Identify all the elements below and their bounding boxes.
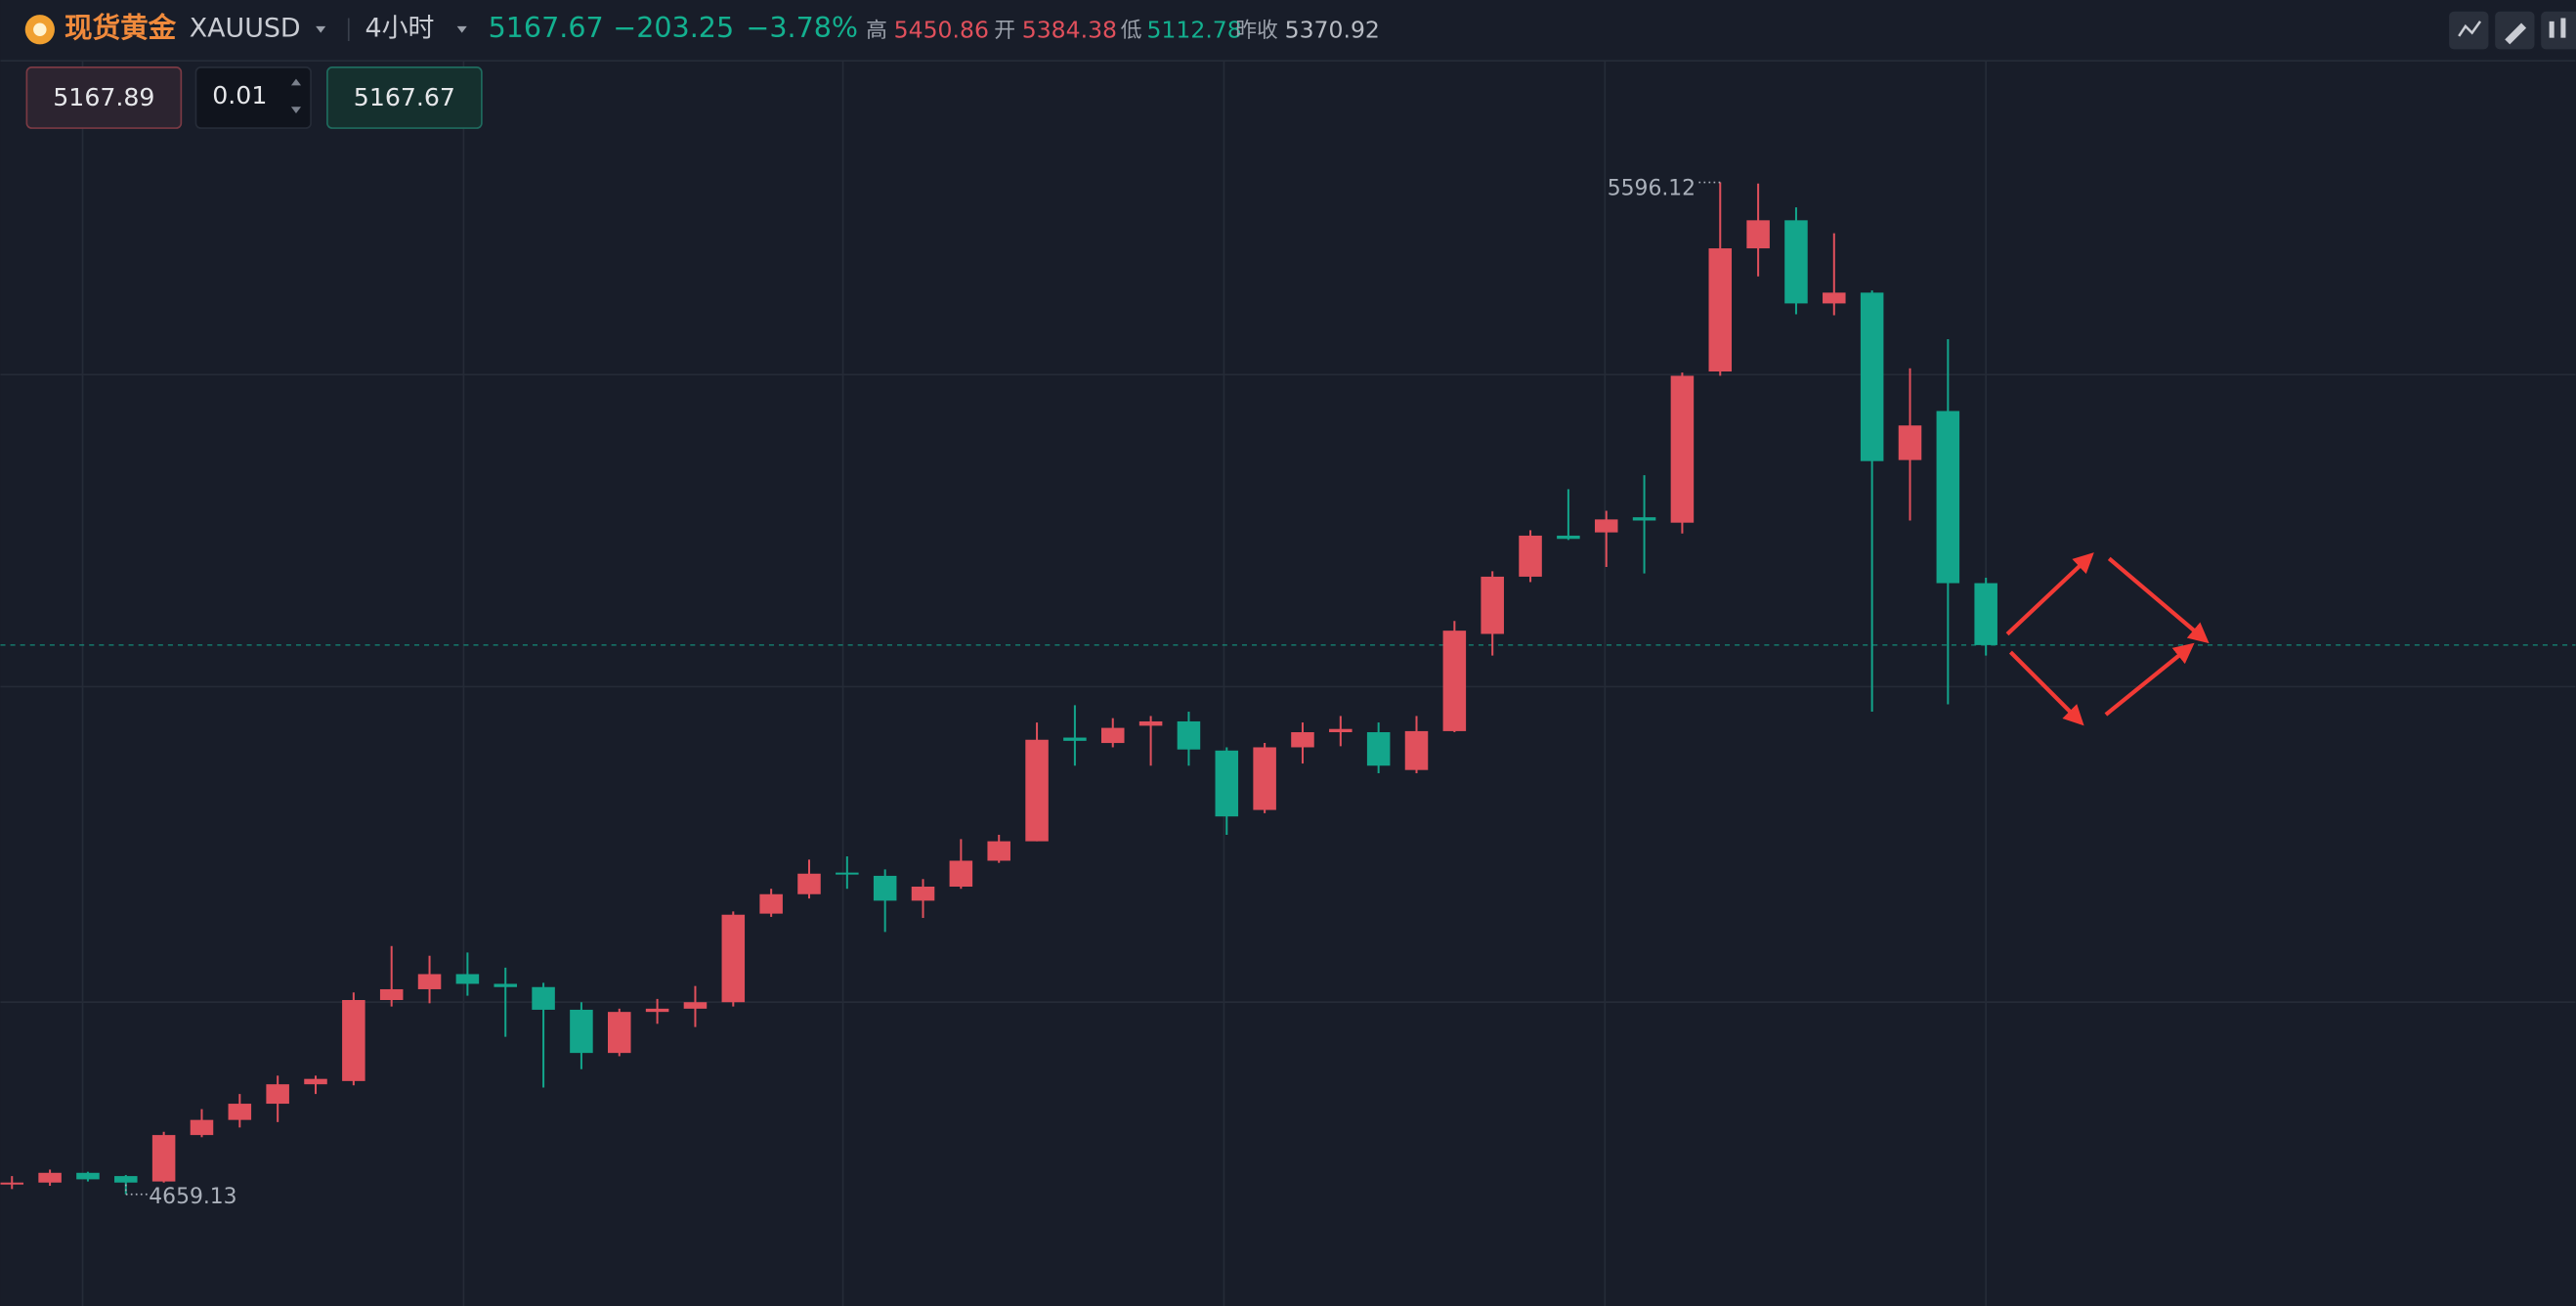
- candle-body: [1291, 732, 1314, 748]
- candle-body: [949, 860, 973, 888]
- candle-body: [1557, 535, 1580, 540]
- low-leader: [124, 1184, 148, 1196]
- buy-button[interactable]: [326, 66, 483, 129]
- candle-body: [1177, 720, 1201, 750]
- candle-body: [1404, 730, 1429, 770]
- price-change-pct: −3.78%: [746, 11, 858, 44]
- candle-body: [1860, 292, 1884, 461]
- candle-body: [114, 1176, 138, 1183]
- arrow: [2008, 650, 2084, 726]
- sell-price[interactable]: 5167.89: [53, 83, 154, 111]
- grid: [0, 61, 2576, 1306]
- candle-body: [836, 872, 859, 875]
- candle-body: [608, 1012, 631, 1054]
- candle-body: [1366, 732, 1391, 766]
- candle-body: [190, 1119, 214, 1136]
- candle-body: [1632, 517, 1656, 521]
- high-label: 5596.12: [1608, 176, 1696, 200]
- quantity-value[interactable]: 0.01: [212, 81, 267, 109]
- candle-body: [1594, 519, 1618, 533]
- candle-body: [1025, 739, 1049, 842]
- open-value: 5384.38: [1022, 16, 1117, 43]
- arrow: [2107, 556, 2210, 644]
- buy-price[interactable]: 5167.67: [354, 83, 455, 111]
- candle-body: [1481, 576, 1504, 634]
- candles: 5596.12 4659.13: [0, 176, 2576, 1209]
- symbol-name[interactable]: 现货黄金: [64, 11, 177, 44]
- candle-body: [911, 887, 935, 901]
- dropdown-caret[interactable]: [316, 25, 326, 33]
- high-label: 高: [866, 19, 887, 43]
- candle-body: [1100, 727, 1125, 744]
- arrow: [2005, 552, 2094, 636]
- candle-body: [494, 983, 517, 987]
- low-label: 低: [1121, 19, 1142, 43]
- candle-body: [1253, 747, 1276, 810]
- symbol-code[interactable]: XAUUSD: [190, 14, 301, 44]
- low-label: 4659.13: [149, 1185, 236, 1209]
- candle-body: [873, 875, 897, 901]
- candle-body: [1823, 292, 1846, 304]
- candle-body: [228, 1104, 252, 1120]
- candle-body: [1708, 248, 1733, 372]
- candle-body: [455, 974, 480, 984]
- candle-body: [721, 914, 746, 1003]
- prev-close-label: 昨收: [1235, 19, 1278, 43]
- candle-body: [645, 1008, 669, 1013]
- chart-type-icon[interactable]: [2560, 18, 2566, 38]
- candle-body: [151, 1135, 176, 1182]
- candle-body: [1138, 720, 1163, 726]
- candle-body: [342, 1000, 365, 1081]
- annotation-arrows: [2005, 552, 2210, 726]
- draw-icon[interactable]: [2505, 22, 2527, 45]
- chart-type-icon[interactable]: [2549, 21, 2555, 38]
- candle-body: [1936, 411, 1960, 584]
- candle-body: [1519, 535, 1542, 577]
- symbol-icon-inner: [33, 22, 47, 36]
- candle-body: [1670, 375, 1695, 523]
- candle-body: [1898, 425, 1922, 460]
- candle-body: [76, 1172, 100, 1180]
- chart-type-button[interactable]: [2541, 11, 2576, 50]
- candle-body: [379, 988, 404, 1001]
- interval[interactable]: 4小时: [365, 14, 435, 44]
- candle-body: [1746, 220, 1770, 249]
- open-label: 开: [994, 19, 1015, 43]
- candle-body: [1974, 583, 1997, 645]
- candle-body: [759, 893, 783, 914]
- candle-body: [0, 1182, 24, 1185]
- prev-close-value: 5370.92: [1285, 16, 1380, 43]
- candle-body: [266, 1084, 289, 1105]
- candle-body: [570, 1009, 593, 1054]
- candle-body: [417, 974, 442, 989]
- sell-button[interactable]: [25, 66, 183, 129]
- candle-body: [1442, 631, 1467, 731]
- candle-body: [532, 986, 555, 1010]
- quantity-input[interactable]: [194, 66, 312, 129]
- high-value: 5450.86: [894, 16, 989, 43]
- candle-body: [683, 1002, 708, 1009]
- last-price: 5167.67: [489, 11, 604, 44]
- quantity-down[interactable]: [290, 107, 302, 113]
- candle-body: [38, 1172, 62, 1183]
- candle-body: [1215, 750, 1239, 817]
- dropdown-caret[interactable]: [456, 25, 467, 33]
- candle-body: [1063, 737, 1087, 741]
- candle-body: [1784, 220, 1808, 304]
- candle-body: [987, 841, 1010, 861]
- candle-body: [797, 873, 821, 894]
- low-value: 5112.78: [1146, 16, 1241, 43]
- quantity-up[interactable]: [290, 78, 302, 86]
- candle-body: [304, 1078, 327, 1085]
- arrow: [2104, 642, 2195, 717]
- candle-body: [1329, 728, 1352, 733]
- price-change: −203.25: [613, 11, 734, 44]
- indicator-icon[interactable]: [2458, 21, 2482, 37]
